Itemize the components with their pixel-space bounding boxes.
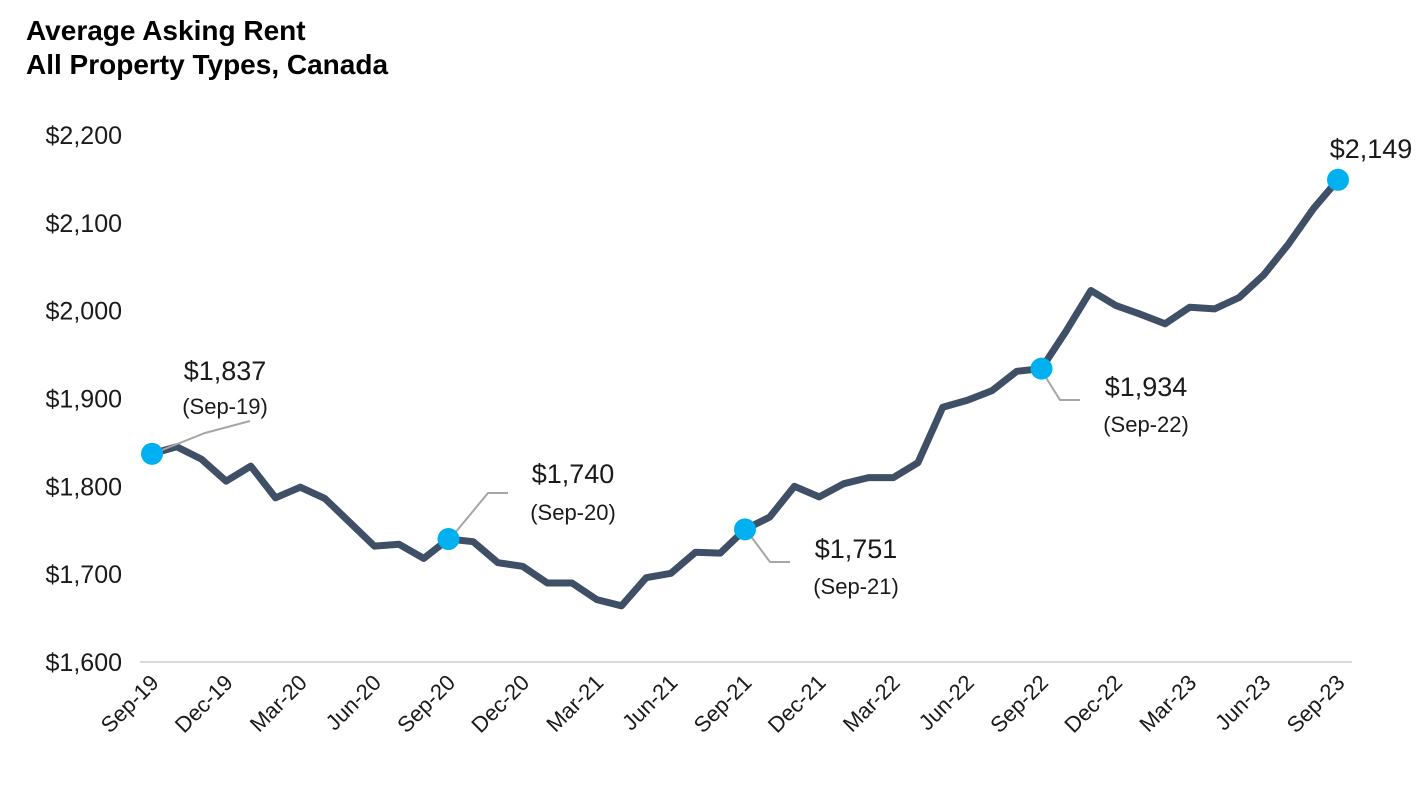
x-tick-label: Mar-21 [541, 670, 608, 737]
x-tick-label: Mar-23 [1134, 670, 1201, 737]
y-tick-label: $2,100 [46, 210, 122, 238]
data-point-marker [141, 442, 163, 465]
x-tick-label: Dec-20 [466, 670, 534, 738]
annotation-leader-line [449, 492, 508, 540]
x-tick-label: Sep-20 [392, 670, 460, 738]
x-tick-label: Dec-19 [170, 670, 238, 738]
x-tick-label: Sep-21 [689, 670, 757, 738]
y-tick-label: $2,200 [46, 122, 122, 150]
chart-title-block: Average Asking Rent All Property Types, … [26, 14, 388, 82]
y-tick-label: $1,700 [46, 561, 122, 589]
x-tick-label: Dec-22 [1059, 670, 1127, 738]
x-tick-label: Jun-22 [914, 670, 979, 735]
y-tick-label: $1,900 [46, 386, 122, 414]
annotation-value-label: $2,149 [1330, 134, 1413, 164]
data-point-marker [1030, 357, 1053, 380]
annotation-leader-line [743, 526, 790, 563]
annotation-date-label: (Sep-19) [182, 394, 268, 419]
annotation-date-label: (Sep-22) [1103, 412, 1189, 437]
chart-subtitle: All Property Types, Canada [26, 49, 389, 80]
annotation-value-label: $1,740 [532, 459, 615, 489]
annotation-value-label: $1,837 [184, 356, 267, 386]
data-point-marker [1327, 168, 1349, 191]
x-tick-label: Jun-23 [1210, 670, 1275, 735]
annotation-leader-line [1039, 367, 1080, 401]
x-tick-label: Dec-21 [763, 670, 831, 738]
y-tick-label: $1,800 [46, 473, 122, 501]
y-tick-label: $2,000 [46, 298, 122, 326]
annotation-value-label: $1,751 [815, 534, 898, 564]
x-tick-label: Sep-19 [96, 670, 164, 738]
data-point-marker [734, 518, 756, 541]
annotation-date-label: (Sep-20) [530, 500, 616, 525]
annotation-leader-line [151, 420, 251, 455]
x-tick-label: Sep-23 [1282, 670, 1350, 738]
annotation-date-label: (Sep-21) [813, 574, 899, 599]
x-tick-label: Mar-20 [245, 670, 312, 737]
x-tick-label: Mar-22 [838, 670, 905, 737]
x-tick-label: Jun-20 [321, 670, 386, 735]
x-tick-label: Sep-22 [985, 670, 1053, 738]
annotation-value-label: $1,934 [1105, 372, 1188, 402]
y-tick-label: $1,600 [46, 649, 122, 677]
chart-title: Average Asking Rent [26, 15, 306, 46]
data-point-marker [437, 528, 460, 551]
x-tick-label: Jun-21 [617, 670, 682, 735]
